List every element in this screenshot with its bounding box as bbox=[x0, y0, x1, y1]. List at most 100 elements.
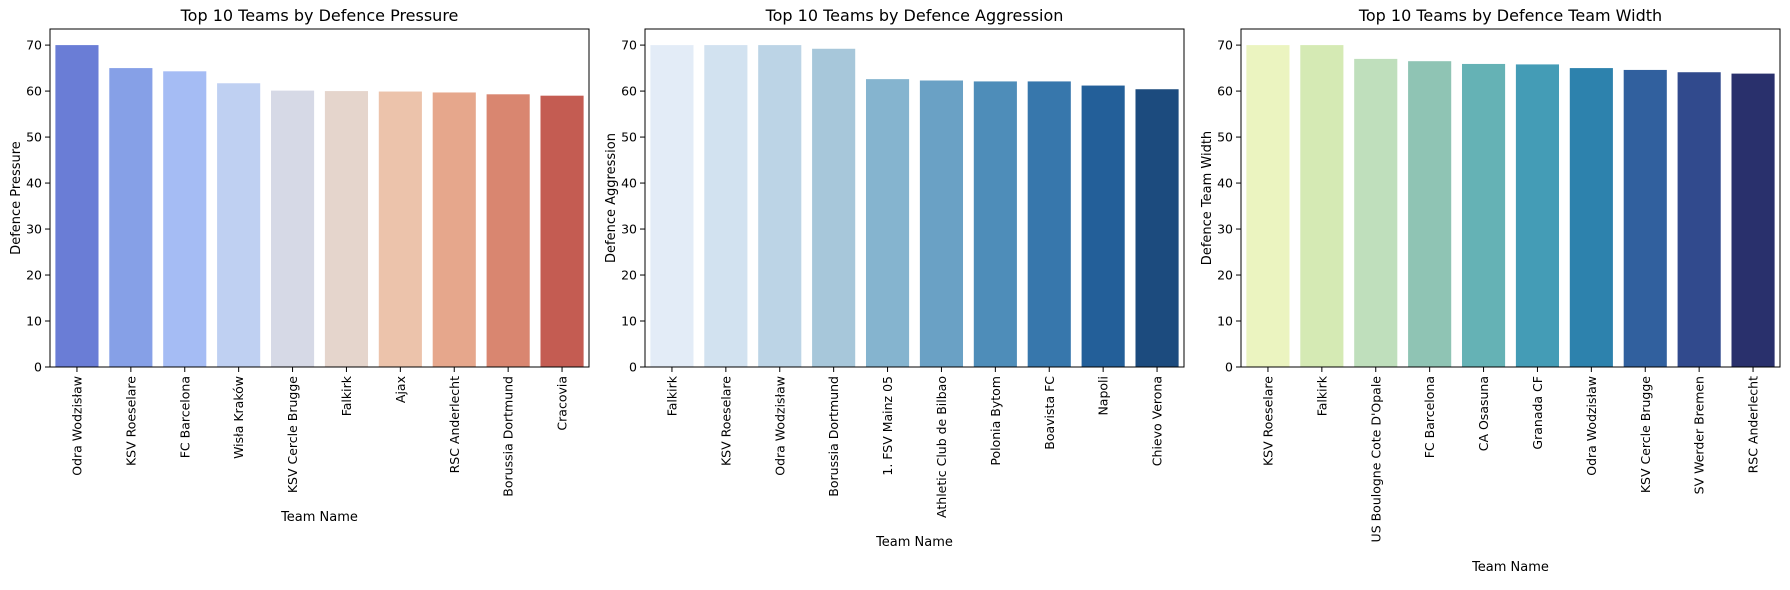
bar-1 bbox=[650, 45, 694, 367]
bar-6 bbox=[324, 91, 369, 367]
x-tick-label: KSV Cercle Brugge bbox=[285, 376, 300, 493]
y-tick-label: 70 bbox=[621, 38, 637, 53]
y-tick-label: 50 bbox=[621, 130, 637, 145]
bar-4 bbox=[812, 48, 856, 368]
y-tick-label: 30 bbox=[26, 222, 42, 237]
chart-title: Top 10 Teams by Defence Pressure bbox=[180, 6, 459, 25]
y-tick-label: 20 bbox=[26, 268, 42, 283]
bar-6 bbox=[1515, 64, 1560, 367]
bar-5 bbox=[270, 90, 315, 368]
x-axis-label: Team Name bbox=[280, 510, 358, 525]
x-tick-label: Falkirk bbox=[1314, 375, 1329, 416]
chart-panel-3: 0 10 20 30 40 50 60 70 KSV Roeselare Falkirk US Bo… bbox=[1200, 6, 1781, 575]
bar-9 bbox=[1677, 72, 1721, 367]
chart-panel-2: 0 10 20 30 40 50 60 70 Falkirk KSV Roeselare Odra … bbox=[604, 6, 1185, 550]
x-tick-label: Borussia Dortmund bbox=[501, 376, 516, 497]
y-tick-label: 50 bbox=[1217, 130, 1233, 145]
y-tick-label: 0 bbox=[1225, 360, 1233, 375]
x-tick-label: KSV Cercle Brugge bbox=[1638, 376, 1653, 493]
bar-5 bbox=[1461, 63, 1506, 367]
y-tick-label: 30 bbox=[621, 222, 637, 237]
y-tick-label: 40 bbox=[621, 176, 637, 191]
y-tick-label: 70 bbox=[26, 38, 42, 53]
y-tick-label: 60 bbox=[621, 84, 637, 99]
y-tick-label: 40 bbox=[1217, 176, 1233, 191]
y-tick-label: 10 bbox=[1217, 314, 1233, 329]
y-tick-label: 50 bbox=[26, 130, 42, 145]
bar-9 bbox=[1081, 85, 1125, 367]
x-tick-label: Falkirk bbox=[339, 375, 354, 416]
bar-9 bbox=[486, 94, 530, 368]
bar-7 bbox=[973, 81, 1017, 368]
y-tick-label: 0 bbox=[629, 360, 637, 375]
x-tick-label: Wisła Kraków bbox=[231, 376, 246, 459]
y-tick-label: 30 bbox=[1217, 222, 1233, 237]
x-tick-label: CA Osasuna bbox=[1476, 376, 1491, 451]
chart-panel-1: 0 10 20 30 40 50 60 70 Odra Wodzisław KSV Roesela… bbox=[9, 6, 590, 525]
x-tick-label: FC Barcelona bbox=[1422, 376, 1437, 458]
x-tick-label: Falkirk bbox=[664, 375, 679, 416]
bar-10 bbox=[1135, 89, 1179, 368]
bar-2 bbox=[109, 68, 153, 367]
bar-8 bbox=[432, 92, 476, 368]
chart-title: Top 10 Teams by Defence Aggression bbox=[765, 6, 1064, 25]
x-tick-label: RSC Anderlecht bbox=[1746, 376, 1761, 474]
axes-frame bbox=[1240, 28, 1781, 368]
bar-7 bbox=[378, 91, 422, 367]
bar-6 bbox=[919, 80, 964, 367]
y-tick-label: 20 bbox=[1217, 268, 1233, 283]
x-axis-label: Team Name bbox=[1471, 560, 1549, 575]
x-tick-label: Boavista FC bbox=[1042, 376, 1057, 450]
bar-4 bbox=[1408, 61, 1452, 367]
bar-1 bbox=[1246, 45, 1290, 367]
bar-8 bbox=[1623, 69, 1667, 368]
bar-2 bbox=[704, 45, 748, 367]
bar-5 bbox=[865, 79, 910, 367]
x-tick-label: RSC Anderlecht bbox=[447, 376, 462, 474]
bar-3 bbox=[163, 71, 207, 367]
x-axis-label: Team Name bbox=[875, 535, 953, 550]
x-tick-label: Napoli bbox=[1096, 376, 1111, 416]
x-tick-label: 1. FSV Mainz 05 bbox=[880, 376, 895, 476]
x-tick-label: Borussia Dortmund bbox=[826, 376, 841, 497]
bar-4 bbox=[217, 83, 261, 367]
y-axis-label: Defence Team Width bbox=[1200, 131, 1215, 265]
x-tick-label: Odra Wodzisław bbox=[69, 376, 84, 476]
y-tick-label: 60 bbox=[1217, 84, 1233, 99]
y-tick-label: 20 bbox=[621, 268, 637, 283]
bar-2 bbox=[1300, 45, 1344, 367]
y-tick-label: 0 bbox=[34, 360, 42, 375]
x-tick-label: Granada CF bbox=[1530, 376, 1545, 450]
x-tick-label: Ajax bbox=[393, 376, 408, 403]
axes-frame bbox=[644, 28, 1185, 368]
x-tick-label: Odra Wodzisław bbox=[772, 376, 787, 476]
x-tick-label: FC Barcelona bbox=[177, 376, 192, 458]
x-tick-label: SV Werder Bremen bbox=[1692, 376, 1707, 494]
bar-1 bbox=[55, 45, 99, 367]
bar-8 bbox=[1027, 81, 1071, 368]
y-axis-label: Defence Pressure bbox=[9, 141, 24, 255]
y-tick-label: 60 bbox=[26, 84, 42, 99]
y-tick-label: 70 bbox=[1217, 38, 1233, 53]
x-tick-label: Odra Wodzisław bbox=[1584, 376, 1599, 476]
axes-frame bbox=[49, 28, 590, 368]
y-tick-label: 10 bbox=[621, 314, 637, 329]
y-axis-label: Defence Aggression bbox=[604, 133, 619, 263]
x-tick-label: KSV Roeselare bbox=[718, 376, 733, 466]
y-tick-label: 40 bbox=[26, 176, 42, 191]
bar-3 bbox=[1354, 58, 1398, 367]
x-tick-label: Cracovia bbox=[555, 376, 570, 431]
x-tick-label: KSV Roeselare bbox=[1260, 376, 1275, 466]
y-tick-label: 10 bbox=[26, 314, 42, 329]
x-tick-label: Polonia Bytom bbox=[988, 376, 1003, 466]
x-tick-label: US Boulogne Cote D'Opale bbox=[1368, 376, 1383, 543]
bar-10 bbox=[540, 95, 584, 368]
bar-3 bbox=[758, 45, 802, 367]
chart-title: Top 10 Teams by Defence Team Width bbox=[1358, 6, 1662, 25]
x-tick-label: Chievo Verona bbox=[1150, 376, 1165, 466]
x-tick-label: Athletic Club de Bilbao bbox=[934, 376, 949, 518]
x-tick-label: KSV Roeselare bbox=[123, 376, 138, 466]
bar-7 bbox=[1569, 68, 1613, 367]
bar-10 bbox=[1731, 73, 1775, 368]
